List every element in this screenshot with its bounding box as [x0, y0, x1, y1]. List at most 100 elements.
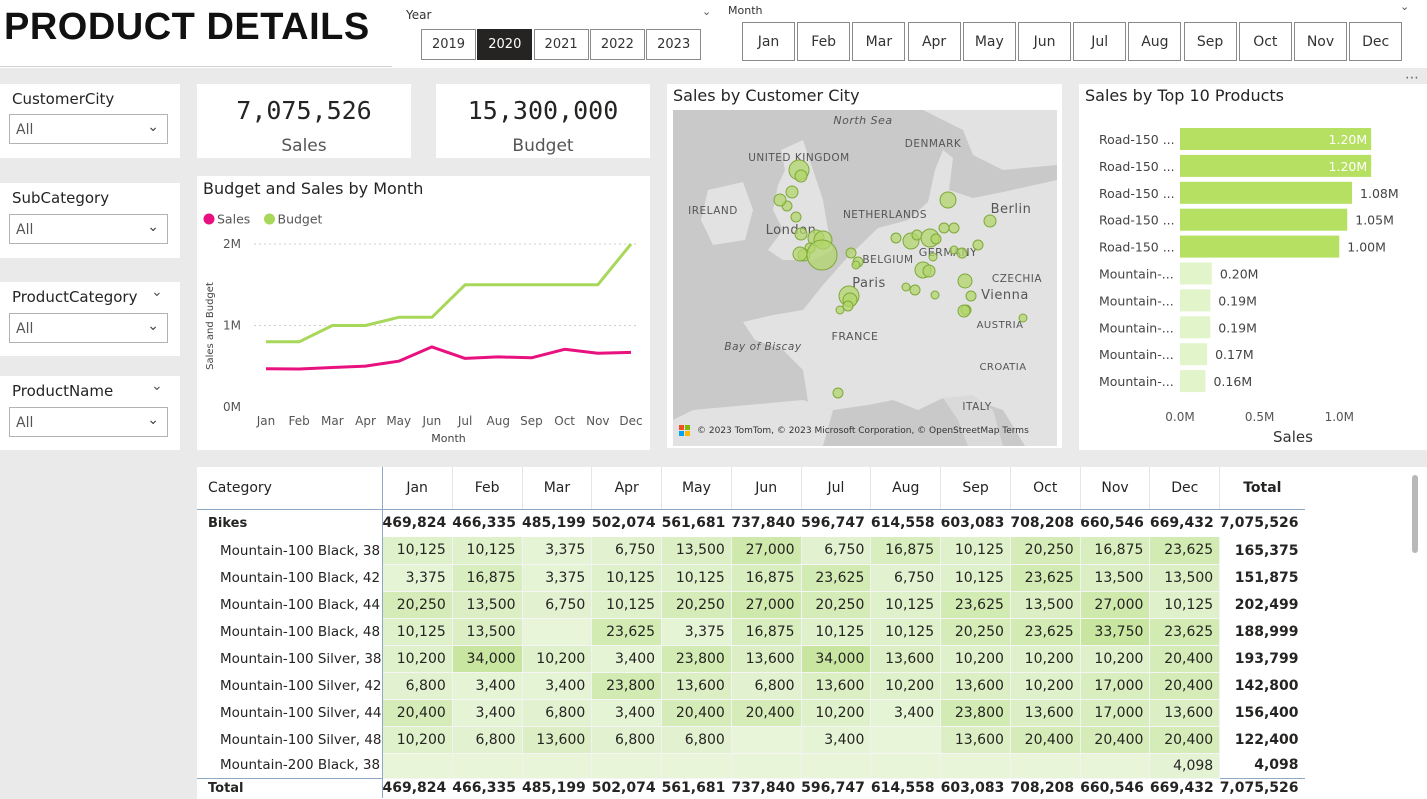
column-header-feb[interactable]: Feb [452, 467, 523, 510]
city-bubble[interactable] [948, 222, 960, 234]
table-row[interactable]: Mountain-200 Black, 38 4,098 4,098 [197, 753, 1305, 779]
year-button-2021[interactable]: 2021 [533, 29, 589, 60]
month-button-mar[interactable]: Mar [852, 22, 906, 61]
top10-products-bar-chart[interactable]: Sales by Top 10 Products Road-150 ... 1.2… [1079, 84, 1427, 450]
city-bubble[interactable] [832, 387, 844, 399]
table-row[interactable]: Mountain-100 Silver, 38 10,200 34,000 10,20… [197, 645, 1305, 673]
city-bubble[interactable] [794, 169, 808, 183]
city-bubble[interactable] [939, 191, 957, 209]
bar[interactable] [1180, 154, 1372, 177]
column-header-jan[interactable]: Jan [382, 467, 453, 510]
customercity-dropdown[interactable]: All ⌄ [9, 114, 168, 144]
city-bubble[interactable] [785, 185, 799, 199]
legend-label-budget[interactable]: Budget [278, 212, 323, 227]
budget-sales-line-chart[interactable]: Budget and Sales by Month Sales Budget 0M 1… [197, 176, 650, 450]
column-header-jul[interactable]: Jul [801, 467, 872, 510]
sales-matrix[interactable]: Category Jan Feb Mar Apr May Jun Jul Aug Sep Oct No… [197, 467, 1427, 799]
city-bubble[interactable] [773, 193, 787, 207]
month-button-apr[interactable]: Apr [907, 22, 961, 61]
chevron-down-icon[interactable]: ⌄ [151, 378, 163, 394]
year-button-2022[interactable]: 2022 [589, 29, 645, 60]
city-bubble[interactable] [972, 239, 984, 251]
table-row[interactable]: Mountain-100 Black, 42 3,375 16,875 3,375 10… [197, 564, 1305, 592]
month-button-oct[interactable]: Oct [1238, 22, 1292, 61]
column-header-dec[interactable]: Dec [1149, 467, 1221, 510]
month-button-nov[interactable]: Nov [1294, 22, 1347, 61]
city-bubble[interactable] [794, 227, 808, 241]
city-bubble[interactable] [835, 305, 845, 315]
table-row[interactable]: Mountain-100 Silver, 48 10,200 6,800 13,600… [197, 726, 1305, 754]
budget-kpi-card[interactable]: 15,300,000 Budget [436, 84, 650, 158]
bar[interactable] [1180, 370, 1206, 393]
city-bubble[interactable] [845, 247, 857, 259]
map-attribution[interactable]: © 2023 TomTom, © 2023 Microsoft Corporat… [697, 426, 1029, 436]
map-canvas[interactable]: North Sea DENMARK UNITED KINGDOM IRELAND NET… [673, 110, 1057, 446]
city-bubble[interactable] [956, 247, 968, 259]
series-line-sales[interactable] [265, 345, 632, 371]
column-header-oct[interactable]: Oct [1010, 467, 1081, 510]
category-row[interactable]: Bikes 469,824 466,335 485,199 502,074 561,681… [197, 509, 1305, 537]
city-map-visual[interactable]: Sales by Customer City North Sea DENMARK U… [667, 84, 1062, 448]
table-row[interactable]: Mountain-100 Silver, 44 20,400 3,400 6,800 3… [197, 699, 1305, 727]
month-button-jul[interactable]: Jul [1073, 22, 1127, 61]
year-button-2020[interactable]: 2020 [477, 29, 533, 60]
month-button-aug[interactable]: Aug [1128, 22, 1182, 61]
bar[interactable] [1180, 316, 1211, 339]
city-bubble[interactable] [938, 222, 950, 234]
year-button-2023[interactable]: 2023 [646, 29, 702, 60]
month-chevron-icon[interactable]: ⌄ [1400, 0, 1410, 13]
total-row[interactable]: Total 469,824 466,335 485,199 502,074 561,681… [197, 778, 1305, 798]
productname-dropdown[interactable]: All ⌄ [9, 407, 168, 437]
month-button-feb[interactable]: Feb [797, 22, 851, 61]
city-bubble[interactable] [890, 232, 902, 244]
bar[interactable] [1180, 128, 1372, 150]
city-bubble[interactable] [965, 290, 977, 302]
city-bubble[interactable] [851, 260, 861, 270]
city-bubble[interactable] [792, 246, 808, 262]
month-button-dec[interactable]: Dec [1349, 22, 1403, 61]
productcategory-dropdown[interactable]: All ⌄ [9, 313, 168, 343]
table-row[interactable]: Mountain-100 Black, 48 10,125 13,500 23,625… [197, 618, 1305, 646]
column-header-aug[interactable]: Aug [870, 467, 942, 510]
city-bubble[interactable] [790, 211, 802, 223]
bar[interactable] [1180, 235, 1340, 258]
column-header-total[interactable]: Total [1219, 467, 1305, 510]
matrix-scrollbar[interactable] [1412, 475, 1418, 553]
city-bubble[interactable] [922, 264, 936, 278]
year-button-2019[interactable]: 2019 [421, 29, 476, 60]
column-header-may[interactable]: May [661, 467, 732, 510]
bar[interactable] [1180, 262, 1212, 285]
city-bubble[interactable] [957, 273, 973, 289]
bar[interactable] [1180, 181, 1353, 204]
city-bubble[interactable] [930, 233, 942, 245]
city-bubble[interactable] [1018, 313, 1028, 323]
table-row[interactable]: Mountain-100 Black, 38 10,125 10,125 3,375 6… [197, 537, 1305, 565]
bar[interactable] [1180, 343, 1208, 366]
series-line-budget[interactable] [266, 243, 633, 344]
city-bubble[interactable] [957, 304, 971, 318]
subcategory-dropdown[interactable]: All ⌄ [9, 214, 168, 244]
city-bubble[interactable] [983, 214, 997, 228]
legend-label-sales[interactable]: Sales [217, 212, 250, 227]
month-button-sep[interactable]: Sep [1183, 22, 1237, 61]
city-bubble[interactable] [911, 229, 923, 241]
column-header-sep[interactable]: Sep [940, 467, 1011, 510]
more-options-icon[interactable]: ⋯ [1405, 70, 1420, 86]
bar[interactable] [1180, 289, 1211, 312]
bar[interactable] [1180, 208, 1348, 231]
table-row[interactable]: Mountain-100 Silver, 42 6,800 3,400 3,400 23… [197, 672, 1305, 700]
year-chevron-icon[interactable]: ⌄ [702, 5, 712, 18]
month-button-jun[interactable]: Jun [1018, 22, 1071, 61]
month-button-jan[interactable]: Jan [742, 22, 795, 61]
column-header-nov[interactable]: Nov [1080, 467, 1151, 510]
column-header-category[interactable]: Category [197, 467, 383, 510]
city-bubble[interactable] [928, 252, 938, 262]
column-header-mar[interactable]: Mar [522, 467, 593, 510]
chevron-down-icon[interactable]: ⌄ [151, 284, 163, 300]
table-row[interactable]: Mountain-100 Black, 44 20,250 13,500 6,750 1… [197, 591, 1305, 619]
city-bubble[interactable] [930, 290, 940, 300]
column-header-jun[interactable]: Jun [731, 467, 802, 510]
sales-kpi-card[interactable]: 7,075,526 Sales [197, 84, 411, 158]
column-header-apr[interactable]: Apr [591, 467, 663, 510]
city-bubble[interactable] [842, 300, 854, 312]
